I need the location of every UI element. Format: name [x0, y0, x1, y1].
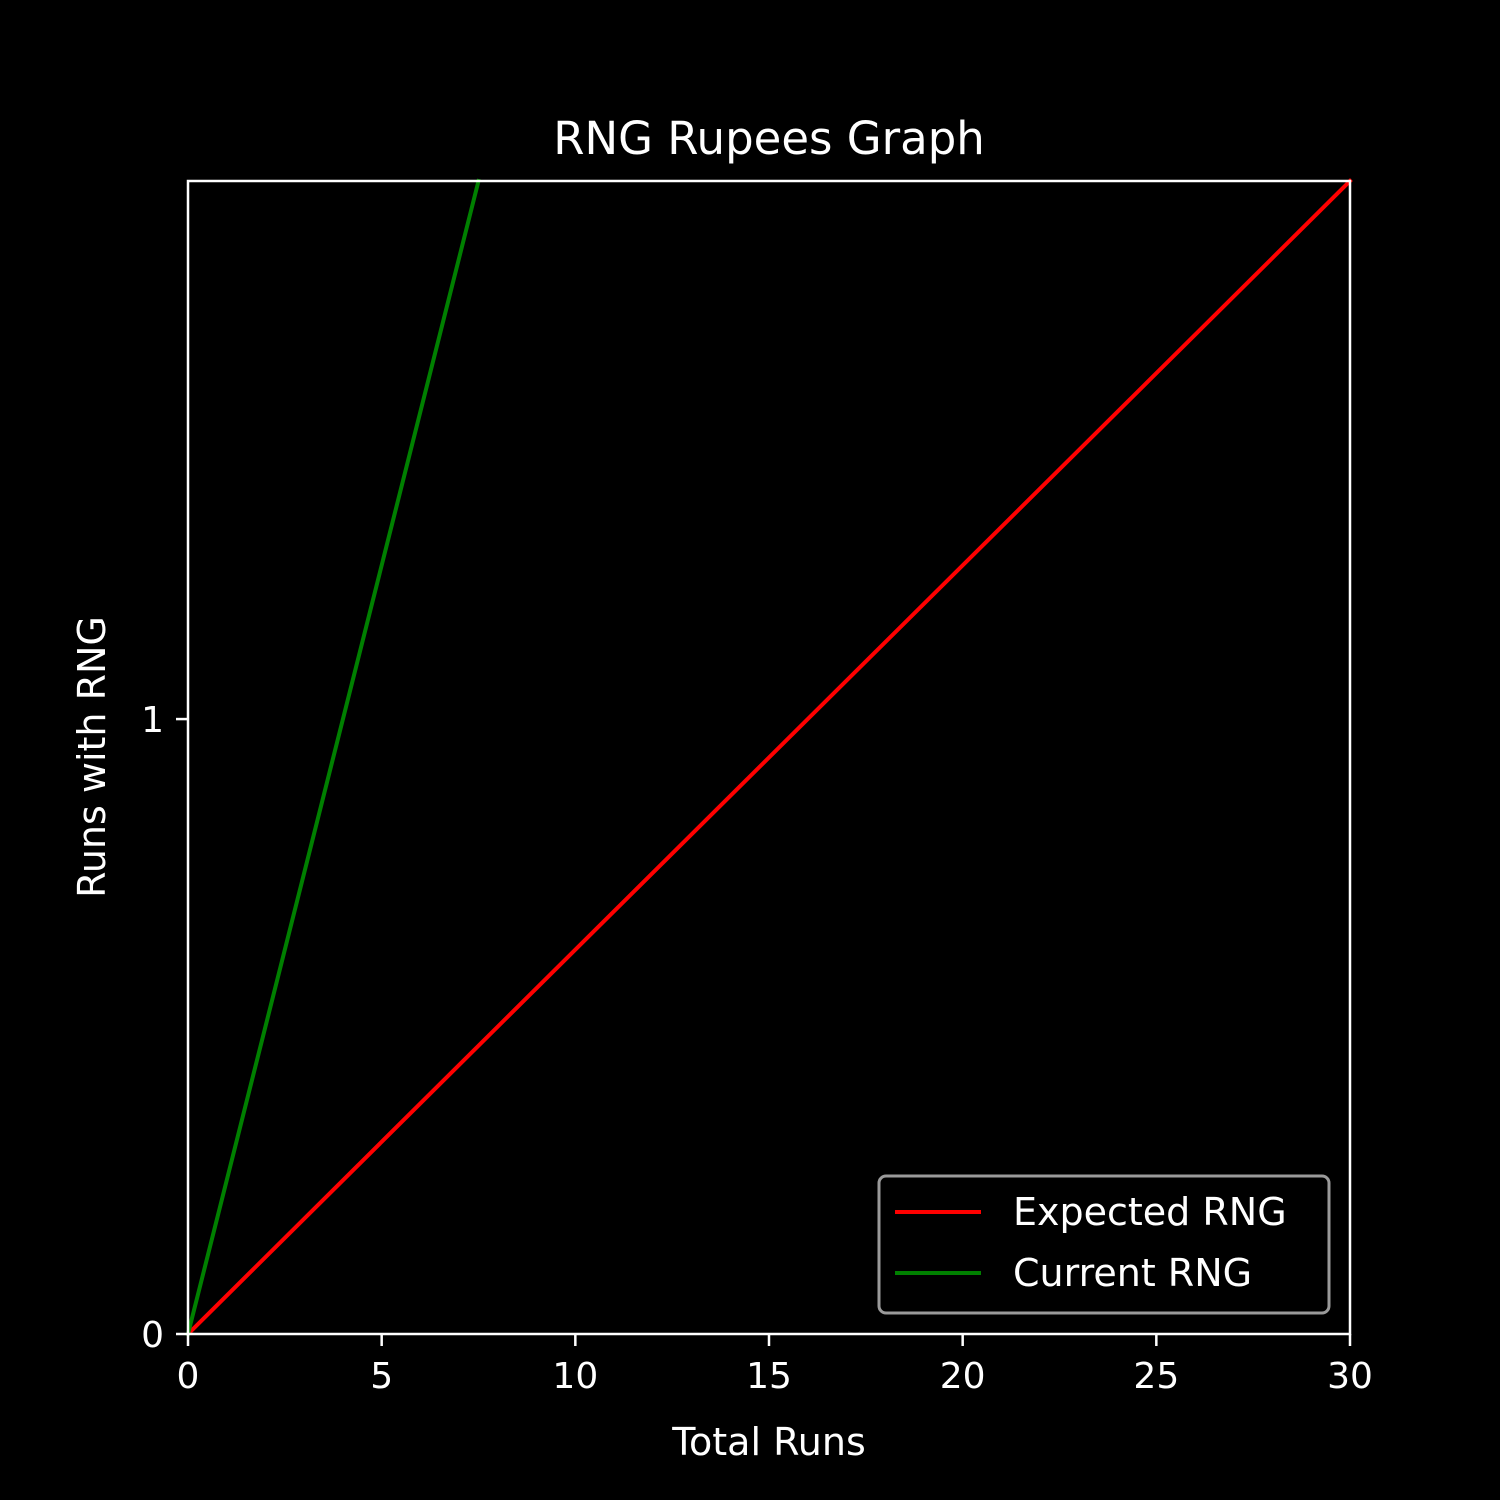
chart-title: RNG Rupees Graph: [553, 112, 985, 165]
x-tick-label-6: 30: [1327, 1356, 1373, 1397]
series-line-0: [185, 178, 1353, 1337]
legend-box: [877, 1174, 1331, 1315]
series-line-1: [185, 178, 481, 1337]
x-tick-label-3: 15: [746, 1356, 792, 1397]
y-tick-label-1: 1: [141, 700, 164, 741]
x-axis: 0 5 10 15 20 25 30: [177, 1334, 1373, 1397]
y-axis: 01: [141, 700, 188, 1356]
x-tick-label-4: 20: [940, 1356, 986, 1397]
plot-area: [185, 178, 1353, 1337]
x-tick-label-1: 5: [370, 1356, 393, 1397]
x-tick-label-0: 0: [177, 1356, 200, 1397]
legend-label-1: Current RNG: [1013, 1251, 1252, 1295]
y-axis-title: Runs with RNG: [70, 616, 114, 898]
legend-label-0: Expected RNG: [1013, 1190, 1287, 1234]
x-tick-label-2: 10: [552, 1356, 598, 1397]
x-axis-title: Total Runs: [671, 1420, 866, 1464]
x-tick-label-5: 25: [1133, 1356, 1179, 1397]
legend: Expected RNG Current RNG: [877, 1174, 1331, 1315]
y-tick-label-0: 0: [141, 1315, 164, 1356]
